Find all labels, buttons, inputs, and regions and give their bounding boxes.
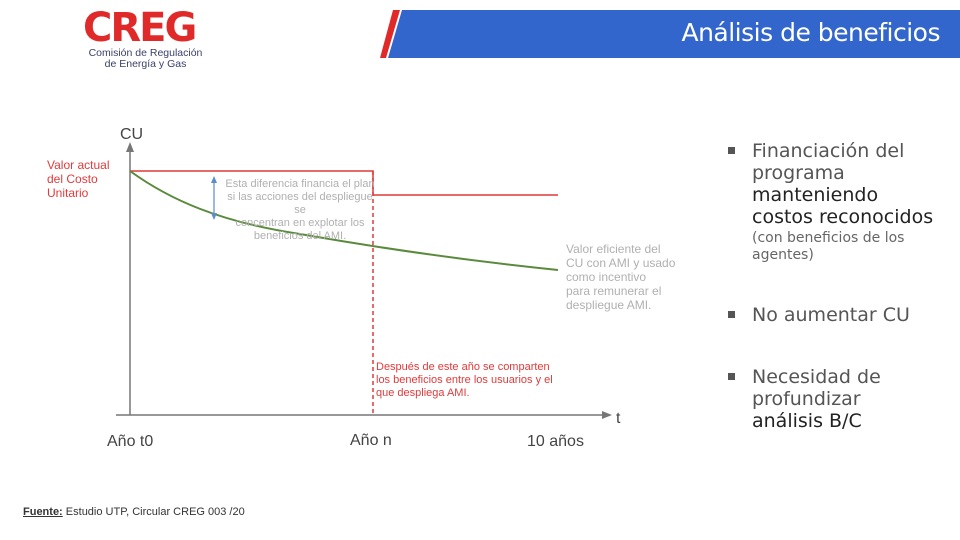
square-bullet-icon: [728, 147, 735, 154]
tick-label-year-n: Año n: [350, 432, 392, 449]
square-bullet-icon: [728, 373, 735, 380]
square-bullet-icon: [728, 311, 735, 318]
source-label: Fuente:: [23, 506, 63, 518]
x-axis-label: t: [616, 410, 621, 427]
efficient-cu-curve: [129, 170, 559, 271]
source-footer: Fuente: Estudio UTP, Circular CREG 003 /…: [23, 506, 245, 518]
current-cu-line: [130, 170, 558, 196]
difference-label: Esta diferencia financia el plan si las …: [225, 178, 375, 242]
page-title: Análisis de beneficios: [681, 18, 940, 47]
efficient-value-label: Valor eficiente del CU con AMI y usado c…: [566, 242, 676, 312]
x-axis-arrow: [602, 411, 612, 419]
y-axis-label: CU: [120, 126, 144, 143]
bullet-list: Financiación del programa manteniendo co…: [728, 140, 953, 432]
bullet-no-increase: No aumentar CU: [728, 304, 953, 326]
after-year-label: Después de este año se comparten los ben…: [376, 361, 553, 399]
current-cu-label: Valor actual del Costo Unitario: [47, 158, 110, 200]
title-banner: [380, 10, 960, 58]
source-text: Estudio UTP, Circular CREG 003 /20: [65, 506, 245, 518]
bullet-analysis: Necesidad de profundizar análisis B/C: [728, 366, 953, 432]
tick-label-t0: Año t0: [107, 433, 154, 450]
y-axis-arrow: [126, 142, 134, 152]
creg-logo: CREG: [83, 6, 197, 51]
logo-wordmark: CREG: [83, 6, 195, 51]
bullet-financing: Financiación del programa manteniendo co…: [728, 140, 953, 264]
logo-subtitle: Comisión de Regulación de Energía y Gas: [88, 47, 203, 70]
tick-label-10-years: 10 años: [527, 433, 584, 450]
